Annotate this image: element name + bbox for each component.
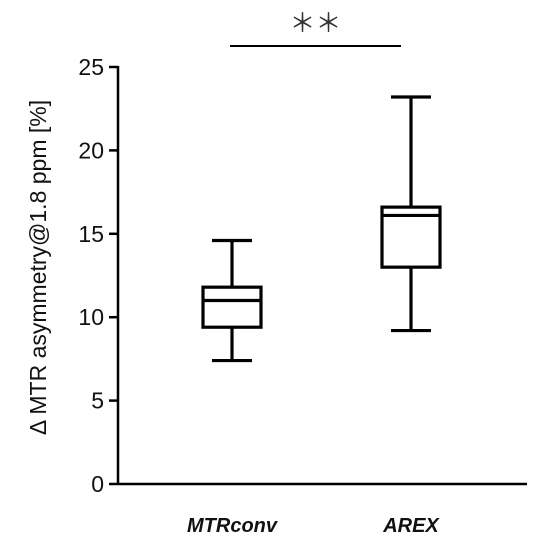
significance-annotation: ＊＊: [230, 9, 401, 47]
interquartile-box: [201, 285, 263, 329]
interquartile-box: [380, 205, 442, 269]
x-tick-labels: MTRconv AREX: [187, 515, 440, 537]
y-tick-label: 10: [78, 304, 104, 330]
x-tick-label-arex: AREX: [382, 515, 440, 537]
y-tick-label: 25: [78, 54, 104, 80]
x-tick-label-mtrconv: MTRconv: [187, 515, 279, 537]
boxes: [201, 95, 442, 363]
box-mtrconv: [201, 238, 263, 363]
y-ticks: 0 5 10 15 20 25: [78, 54, 118, 497]
y-tick-label: 20: [78, 137, 104, 163]
significance-stars: ＊＊: [289, 9, 341, 39]
axes: [116, 66, 527, 486]
y-axis-title: Δ MTR asymmetry@1.8 ppm [%]: [25, 100, 51, 435]
y-tick-label: 5: [91, 388, 104, 414]
box-arex: [380, 95, 442, 333]
y-tick-label: 0: [91, 471, 104, 497]
y-tick-label: 15: [78, 221, 104, 247]
